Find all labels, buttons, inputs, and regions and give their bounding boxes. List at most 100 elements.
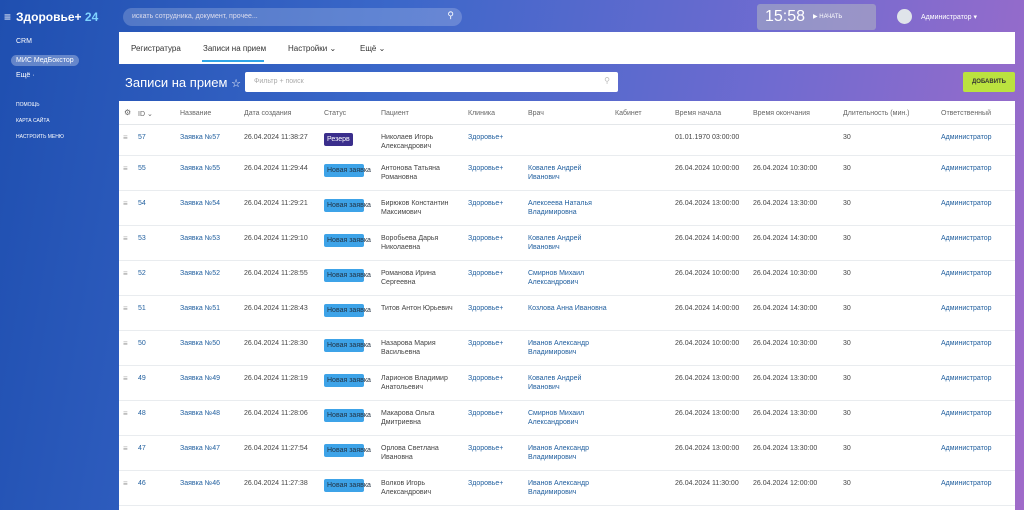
drag-handle[interactable]: ≡ [123, 339, 128, 348]
cell-id[interactable]: 53 [138, 235, 146, 242]
cell-id[interactable]: 50 [138, 340, 146, 347]
cell-doctor[interactable]: Ковалев Андрей Иванович [528, 165, 582, 181]
tab[interactable]: Регистратура [131, 44, 181, 53]
cell-doctor[interactable]: Козлова Анна Ивановна [528, 305, 607, 312]
cell-id[interactable]: 46 [138, 480, 146, 487]
cell-name[interactable]: Заявка №52 [180, 270, 220, 277]
cell-doctor[interactable]: Смирнов Михаил Александрович [528, 410, 585, 426]
cell-responsible[interactable]: Администратор [941, 445, 992, 452]
user-menu[interactable]: Администратор ▾ [921, 14, 977, 21]
user-avatar[interactable] [897, 9, 912, 24]
cell-id[interactable]: 55 [138, 165, 146, 172]
sidebar-item[interactable]: Ещё · [16, 72, 35, 79]
drag-handle[interactable]: ≡ [123, 199, 128, 208]
column-header[interactable]: Кабинет [615, 110, 642, 117]
cell-id[interactable]: 57 [138, 134, 146, 141]
table-row: ≡ 50 Заявка №50 26.04.2024 11:28:30 Новая за… [119, 331, 1015, 366]
cell-responsible[interactable]: Администратор [941, 375, 992, 382]
column-header[interactable]: Время начала [675, 110, 721, 117]
cell-responsible[interactable]: Администратор [941, 165, 992, 172]
cell-name[interactable]: Заявка №46 [180, 480, 220, 487]
cell-clinic[interactable]: Здоровье+ [468, 445, 504, 452]
drag-handle[interactable]: ≡ [123, 409, 128, 418]
cell-name[interactable]: Заявка №48 [180, 410, 220, 417]
drag-handle[interactable]: ≡ [123, 164, 128, 173]
drag-handle[interactable]: ≡ [123, 374, 128, 383]
cell-responsible[interactable]: Администратор [941, 270, 992, 277]
drag-handle[interactable]: ≡ [123, 444, 128, 453]
column-header[interactable]: Длительность (мин.) [843, 110, 910, 117]
cell-clinic[interactable]: Здоровье+ [468, 134, 504, 141]
cell-responsible[interactable]: Администратор [941, 340, 992, 347]
cell-name[interactable]: Заявка №55 [180, 165, 220, 172]
cell-clinic[interactable]: Здоровье+ [468, 480, 504, 487]
cell-responsible[interactable]: Администратор [941, 200, 992, 207]
drag-handle[interactable]: ≡ [123, 269, 128, 278]
cell-responsible[interactable]: Администратор [941, 480, 992, 487]
tab[interactable]: Настройки ⌄ [288, 44, 336, 53]
header-divider [119, 124, 1015, 125]
drag-handle[interactable]: ≡ [123, 304, 128, 313]
cell-doctor[interactable]: Иванов Александр Владимирович [528, 445, 590, 461]
cell-clinic[interactable]: Здоровье+ [468, 270, 504, 277]
cell-doctor[interactable]: Ковалев Андрей Иванович [528, 235, 582, 251]
cell-doctor[interactable]: Смирнов Михаил Александрович [528, 270, 585, 286]
cell-clinic[interactable]: Здоровье+ [468, 200, 504, 207]
star-icon[interactable]: ☆ [231, 78, 241, 90]
drag-handle[interactable]: ≡ [123, 479, 128, 488]
cell-id[interactable]: 47 [138, 445, 146, 452]
cell-created: 26.04.2024 11:38:27 [244, 134, 308, 141]
cell-clinic[interactable]: Здоровье+ [468, 375, 504, 382]
cell-responsible[interactable]: Администратор [941, 305, 992, 312]
cell-doctor[interactable]: Ковалев Андрей Иванович [528, 375, 582, 391]
cell-doctor[interactable]: Иванов Александр Владимирович [528, 480, 590, 496]
cell-responsible[interactable]: Администратор [941, 134, 992, 141]
cell-id[interactable]: 51 [138, 305, 146, 312]
drag-handle[interactable]: ≡ [123, 133, 128, 142]
cell-name[interactable]: Заявка №57 [180, 134, 220, 141]
cell-id[interactable]: 54 [138, 200, 146, 207]
menu-icon[interactable]: ≡ [4, 10, 12, 24]
cell-clinic[interactable]: Здоровье+ [468, 165, 504, 172]
start-button[interactable]: ▶ НАЧАТЬ [813, 14, 843, 20]
sidebar-link[interactable]: КАРТА САЙТА [16, 118, 50, 124]
sidebar-link[interactable]: ПОМОЩЬ [16, 102, 40, 108]
cell-doctor[interactable]: Алексеева Наталья Владимировна [528, 200, 592, 216]
cell-clinic[interactable]: Здоровье+ [468, 410, 504, 417]
cell-name[interactable]: Заявка №51 [180, 305, 220, 312]
tab[interactable]: Записи на прием [203, 44, 266, 53]
column-header[interactable]: Время окончания [753, 110, 810, 117]
cell-clinic[interactable]: Здоровье+ [468, 340, 504, 347]
cell-responsible[interactable]: Администратор [941, 410, 992, 417]
drag-handle[interactable]: ≡ [123, 234, 128, 243]
column-header[interactable]: Врач [528, 110, 544, 117]
cell-clinic[interactable]: Здоровье+ [468, 235, 504, 242]
cell-doctor[interactable]: Иванов Александр Владимирович [528, 340, 590, 356]
column-header[interactable]: Ответственный [941, 110, 991, 117]
cell-id[interactable]: 48 [138, 410, 146, 417]
column-header[interactable]: Дата создания [244, 110, 291, 117]
cell-name[interactable]: Заявка №49 [180, 375, 220, 382]
cell-clinic[interactable]: Здоровье+ [468, 305, 504, 312]
tab[interactable]: Ещё ⌄ [360, 44, 385, 53]
cell-name[interactable]: Заявка №54 [180, 200, 220, 207]
column-header[interactable]: Пациент [381, 110, 409, 117]
column-header[interactable]: Название [180, 110, 211, 117]
cell-name[interactable]: Заявка №50 [180, 340, 220, 347]
column-header[interactable]: Клиника [468, 110, 495, 117]
cell-name[interactable]: Заявка №47 [180, 445, 220, 452]
filter-input[interactable]: Фильтр + поиск ⚲ [245, 72, 618, 92]
sidebar-item[interactable]: МИС МедБокстор [11, 55, 79, 66]
sidebar-item[interactable]: CRM [16, 38, 32, 45]
search-box[interactable]: искать сотрудника, документ, прочее... ⚲ [123, 8, 462, 26]
cell-responsible[interactable]: Администратор [941, 235, 992, 242]
settings-icon[interactable]: ⚙ [124, 108, 132, 117]
column-header[interactable]: Статус [324, 110, 346, 117]
cell-id[interactable]: 49 [138, 375, 146, 382]
add-button[interactable]: ДОБАВИТЬ [963, 72, 1015, 92]
sidebar-link[interactable]: НАСТРОИТЬ МЕНЮ [16, 134, 64, 140]
cell-id[interactable]: 52 [138, 270, 146, 277]
column-header[interactable]: ID ⌄ [138, 110, 153, 118]
logo[interactable]: Здоровье+ 24 [16, 10, 98, 24]
cell-name[interactable]: Заявка №53 [180, 235, 220, 242]
